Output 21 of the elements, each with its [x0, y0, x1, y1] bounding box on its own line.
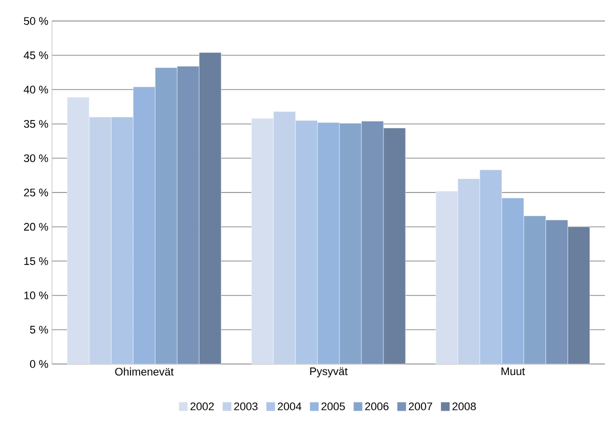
legend-label: 2007	[408, 402, 432, 410]
y-tick-label: 0 %	[30, 360, 48, 368]
legend-label: 2004	[278, 402, 302, 410]
x-tick-label: Ohimenevät	[115, 368, 174, 376]
y-tick-label: 45 %	[24, 51, 48, 60]
y-tick-label: 10 %	[24, 292, 48, 300]
y-tick-label: 50 %	[24, 17, 48, 25]
y-tick-label: 40 %	[24, 86, 48, 94]
x-tick-label: Muut	[502, 368, 525, 376]
legend-label: 2002	[190, 402, 214, 410]
y-tick-label: 5 %	[30, 326, 48, 334]
y-tick-label: 15 %	[24, 257, 48, 265]
legend-label: 2003	[234, 402, 258, 410]
y-tick-label: 20 %	[24, 222, 48, 231]
legend-label: 2008	[452, 402, 476, 410]
y-tick-label: 25 %	[24, 188, 48, 196]
legend-label: 2006	[365, 402, 389, 410]
y-tick-label: 30 %	[24, 154, 48, 162]
y-tick-label: 35 %	[24, 120, 48, 128]
x-tick-label: Pysyvät	[310, 368, 348, 378]
legend-label: 2005	[322, 402, 345, 410]
